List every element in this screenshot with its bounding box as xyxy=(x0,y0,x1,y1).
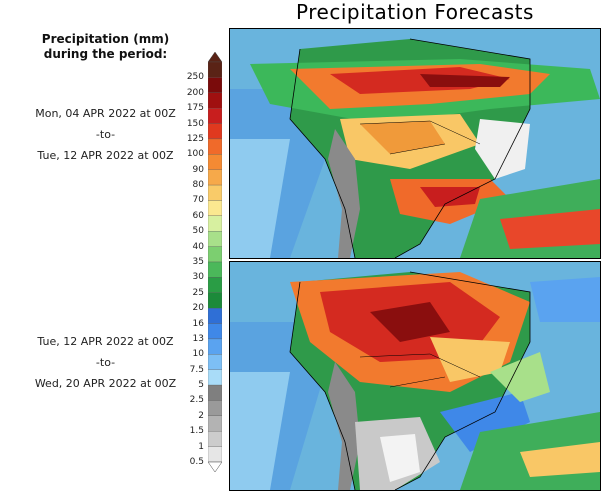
colorbar-swatch-16 xyxy=(208,308,222,324)
period-1-start: Mon, 04 APR 2022 at 00Z xyxy=(35,107,176,120)
colorbar-swatch-90 xyxy=(208,154,222,170)
colorbar-label-90: 90 xyxy=(192,164,204,175)
colorbar-label-150: 150 xyxy=(186,118,204,129)
colorbar-label-16: 16 xyxy=(192,318,204,329)
colorbar-swatch-2.5 xyxy=(208,384,222,401)
period-2-range: Tue, 12 APR 2022 at 00Z -to- Wed, 20 APR… xyxy=(0,331,211,394)
colorbar-swatch-125 xyxy=(208,123,222,140)
colorbar-label-1: 1 xyxy=(198,441,204,452)
colorbar-swatch-100 xyxy=(208,138,222,155)
colorbar-swatch-20 xyxy=(208,292,222,309)
colorbar-swatch-40 xyxy=(208,231,222,247)
colorbar-top-arrow xyxy=(208,52,222,63)
period-2-separator: -to- xyxy=(95,356,116,369)
colorbar-bottom-arrow xyxy=(208,461,222,472)
colorbar-swatch-150 xyxy=(208,108,222,124)
colorbar-swatch-7.5 xyxy=(208,354,222,370)
precip-map-1 xyxy=(230,29,600,258)
colorbar-label-80: 80 xyxy=(192,180,204,191)
colorbar-label-200: 200 xyxy=(186,87,204,98)
period-1-range: Mon, 04 APR 2022 at 00Z -to- Tue, 12 APR… xyxy=(0,103,211,166)
colorbar-label-100: 100 xyxy=(186,149,204,160)
colorbar-swatch-2 xyxy=(208,400,222,416)
colorbar-label-2.5: 2.5 xyxy=(189,395,204,406)
legend-title-line1: Precipitation (mm) xyxy=(41,32,170,46)
colorbar-swatch-50 xyxy=(208,215,222,232)
colorbar-label-20: 20 xyxy=(192,303,204,314)
colorbar-swatch-200 xyxy=(208,77,222,93)
period-1-separator: -to- xyxy=(95,128,116,141)
colorbar-label-0.5: 0.5 xyxy=(189,457,204,467)
colorbar-label-35: 35 xyxy=(192,257,204,267)
colorbar-swatch-250 xyxy=(208,61,222,78)
colorbar-swatch-10 xyxy=(208,338,222,355)
map-panel-period-2 xyxy=(229,261,601,491)
legend-title-line2: during the period: xyxy=(43,47,168,61)
period-1-end: Tue, 12 APR 2022 at 00Z xyxy=(37,149,174,162)
colorbar-swatch-35 xyxy=(208,246,222,263)
colorbar-label-40: 40 xyxy=(192,241,204,252)
colorbar-label-2: 2 xyxy=(198,410,204,421)
map-panel-period-1 xyxy=(229,28,601,259)
colorbar-label-60: 60 xyxy=(192,210,204,221)
colorbar-swatch-1.5 xyxy=(208,415,222,432)
period-2-start: Tue, 12 APR 2022 at 00Z xyxy=(37,335,174,348)
colorbar-label-30: 30 xyxy=(192,272,204,283)
colorbar-swatch-1 xyxy=(208,431,222,447)
colorbar-label-10: 10 xyxy=(192,349,204,360)
colorbar-swatch-25 xyxy=(208,277,222,293)
colorbar-swatch-30 xyxy=(208,261,222,278)
legend-title: Precipitation (mm) during the period: xyxy=(0,32,211,62)
colorbar-swatch-5 xyxy=(208,369,222,386)
colorbar-swatch-13 xyxy=(208,323,222,340)
precip-map-2 xyxy=(230,262,600,490)
colorbar-label-125: 125 xyxy=(186,133,204,144)
colorbar-swatch-70 xyxy=(208,184,222,201)
colorbar-label-25: 25 xyxy=(192,287,204,298)
colorbar-label-13: 13 xyxy=(192,333,204,344)
colorbar-label-7.5: 7.5 xyxy=(189,364,204,375)
colorbar-swatch-0.5 xyxy=(208,446,222,463)
colorbar-label-5: 5 xyxy=(198,380,204,391)
colorbar-label-70: 70 xyxy=(192,195,204,206)
colorbar-label-50: 50 xyxy=(192,226,204,237)
colorbar xyxy=(208,52,222,472)
colorbar-swatch-60 xyxy=(208,200,222,216)
colorbar-label-175: 175 xyxy=(186,103,204,114)
period-2-end: Wed, 20 APR 2022 at 00Z xyxy=(34,377,177,390)
colorbar-swatch-80 xyxy=(208,169,222,186)
page-title: Precipitation Forecasts xyxy=(296,0,534,24)
colorbar-swatch-175 xyxy=(208,92,222,109)
colorbar-label-1.5: 1.5 xyxy=(189,426,204,437)
colorbar-label-250: 250 xyxy=(186,72,204,83)
